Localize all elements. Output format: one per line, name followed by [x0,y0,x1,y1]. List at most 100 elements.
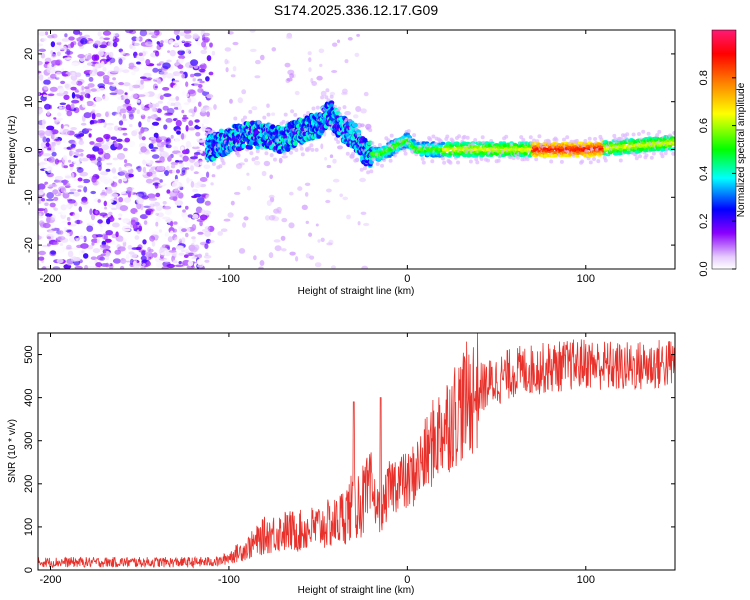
noise-cell [167,236,173,243]
noise-cell [128,113,134,120]
noise-cell [155,204,163,211]
noise-cell [131,93,139,99]
noise-cell [71,92,76,99]
noise-cell [148,168,155,173]
noise-cell [110,193,119,198]
spectrogram-x-ticks: -200 -100 0 100 [39,30,595,285]
noise-cell [237,97,243,104]
noise-cell [90,213,96,221]
halo-cell [596,159,601,164]
noise-cell [102,30,112,36]
noise-cell [78,206,83,213]
noise-cell [140,103,145,110]
noise-cell [126,118,132,125]
noise-cell [110,207,118,211]
halo-cell [387,143,392,148]
halo-cell [474,157,479,162]
halo-cell [281,119,286,124]
noise-cell [70,86,77,91]
noise-cell [346,214,351,220]
noise-cell [230,200,235,206]
halo-cell [562,137,566,142]
noise-cell [47,243,51,247]
noise-cell [151,240,156,247]
noise-cell [138,83,145,90]
noise-cell [38,199,42,204]
noise-cell [171,164,176,169]
noise-cell [169,230,174,237]
noise-cell [118,179,123,184]
noise-cell [181,237,186,244]
noise-cell [199,64,205,69]
noise-cell [145,59,151,65]
noise-cell [131,71,136,76]
halo-cell [534,157,539,162]
noise-cell [61,38,70,42]
noise-cell [51,151,57,157]
noise-cell [249,48,257,53]
noise-cell [314,262,322,268]
noise-cell [150,211,159,216]
noise-cell [95,234,104,238]
noise-cell [130,217,139,223]
noise-cell [165,209,172,216]
noise-cell [91,123,100,127]
noise-cell [151,121,160,126]
halo-cell [592,157,596,161]
noise-cell [46,67,56,74]
noise-cell [170,161,179,166]
halo-cell [336,140,341,144]
x-tick-label: 100 [577,574,595,586]
halo-cell [345,151,350,156]
noise-cell [138,121,142,128]
noise-cell [268,215,275,221]
noise-cell [156,142,162,147]
y-tick-label: -20 [23,237,35,253]
ridge-cell [667,144,673,148]
noise-cell [332,158,337,164]
noise-cell [187,97,192,103]
noise-cell [89,69,98,77]
noise-cell [187,214,193,218]
noise-cell [117,96,122,100]
noise-cell [182,209,186,213]
noise-cell [266,200,272,206]
noise-cell [162,87,170,91]
halo-cell [269,153,274,158]
noise-cell [128,112,134,117]
noise-cell [197,84,203,88]
halo-cell [332,104,337,109]
noise-cell [84,93,91,99]
noise-cell [75,148,84,153]
noise-cell [150,136,157,140]
halo-cell [430,159,435,164]
noise-cell [203,210,211,216]
noise-cell [52,189,59,195]
noise-cell [332,42,338,47]
noise-cell [229,98,233,104]
halo-cell [388,158,393,163]
noise-cell [289,191,294,196]
noise-cell [179,70,184,74]
noise-cell [199,150,203,154]
noise-cell [271,47,277,52]
noise-cell [77,177,83,182]
ridge-cell [475,152,480,156]
halo-cell [255,149,260,154]
noise-cell [72,191,81,197]
halo-cell [334,137,338,141]
noise-cell [181,149,189,155]
noise-cell [183,102,190,105]
noise-cell [200,49,207,55]
noise-cell [143,67,152,70]
noise-cell [80,200,89,205]
noise-cell [99,175,107,183]
noise-cell [95,113,102,118]
noise-cell [67,221,71,226]
noise-cell [43,79,51,85]
noise-cell [51,141,56,147]
noise-cell [176,130,182,135]
noise-cell [173,221,178,225]
halo-cell [448,160,453,165]
